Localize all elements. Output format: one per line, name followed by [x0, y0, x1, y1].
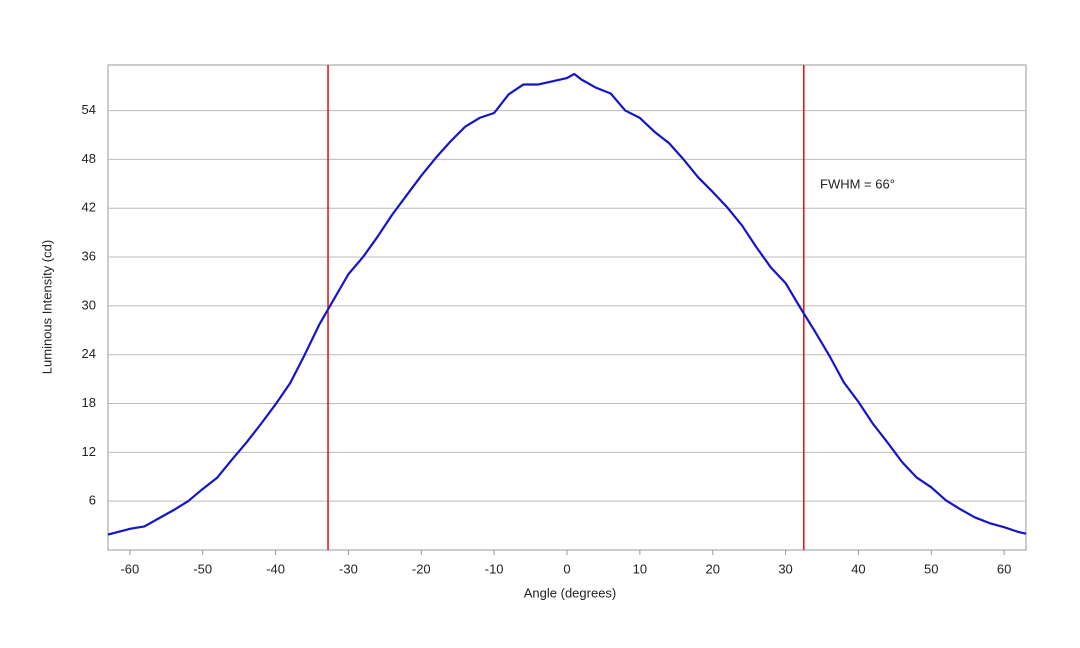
x-tick-label: 10 [633, 561, 647, 576]
y-tick-label: 48 [82, 151, 96, 166]
x-tick-label: 30 [778, 561, 792, 576]
x-tick-label: 20 [705, 561, 719, 576]
y-tick-label: 42 [82, 200, 96, 215]
x-tick-label: 50 [924, 561, 938, 576]
y-tick-label: 54 [82, 102, 96, 117]
y-tick-label: 36 [82, 248, 96, 263]
y-tick-label: 30 [82, 297, 96, 312]
x-tick-label: -10 [485, 561, 504, 576]
y-tick-label: 24 [82, 346, 96, 361]
y-axis-label: Luminous Intensity (cd) [39, 240, 54, 374]
data-line [107, 72, 1027, 536]
y-tick-label: 12 [82, 444, 96, 459]
plot-area [107, 64, 1027, 551]
x-tick-label: 40 [851, 561, 865, 576]
x-tick-label: -30 [339, 561, 358, 576]
y-tick-label: 6 [89, 493, 96, 508]
x-tick-label: -20 [412, 561, 431, 576]
annotation: FWHM = 66° [820, 176, 895, 191]
x-tick-label: 0 [563, 561, 570, 576]
y-tick-label: 18 [82, 395, 96, 410]
x-tick-label: 60 [997, 561, 1011, 576]
x-tick-label: -40 [266, 561, 285, 576]
x-axis-label: Angle (degrees) [524, 585, 617, 600]
x-tick-label: -50 [193, 561, 212, 576]
x-tick-label: -60 [120, 561, 139, 576]
